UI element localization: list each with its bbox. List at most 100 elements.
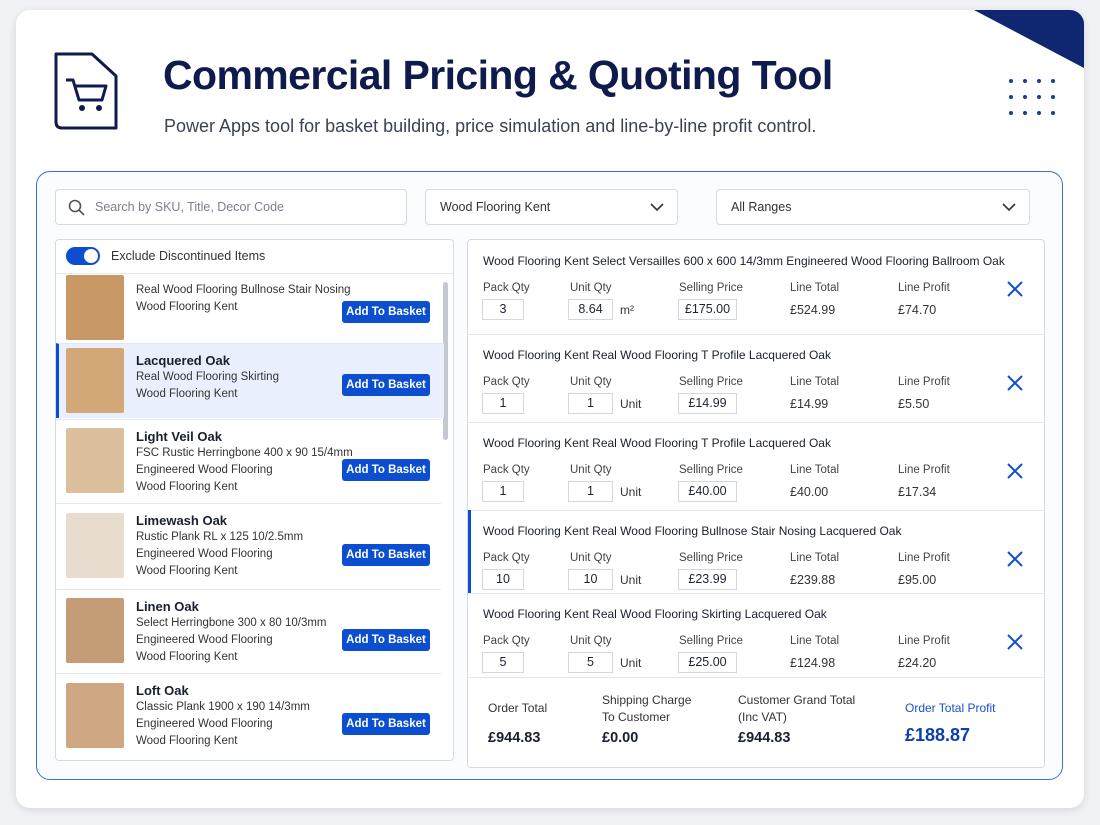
- column-label: Unit Qty: [570, 464, 612, 476]
- product-name: Lacquered Oak: [136, 353, 230, 368]
- unit: Unit: [620, 573, 642, 587]
- divider: [468, 510, 1044, 511]
- search-box[interactable]: Search by SKU, Title, Decor Code: [55, 189, 407, 225]
- item-title: Wood Flooring Kent Real Wood Flooring T …: [483, 348, 831, 362]
- toggle[interactable]: [66, 247, 100, 265]
- pack-qty-input[interactable]: 5: [482, 652, 524, 673]
- collection-dropdown[interactable]: All Ranges: [716, 189, 1030, 225]
- product-row[interactable]: [56, 503, 441, 588]
- unit-qty-input[interactable]: 5: [568, 652, 613, 673]
- selected-bar: [468, 510, 471, 593]
- column-label: Pack Qty: [483, 282, 530, 294]
- add-to-basket-button[interactable]: Add To Basket: [342, 629, 430, 651]
- add-to-basket-button[interactable]: Add To Basket: [342, 713, 430, 735]
- line-profit: £24.20: [898, 656, 937, 670]
- column-label: Line Total: [790, 282, 840, 294]
- product-row[interactable]: [56, 673, 441, 759]
- pack-qty-input[interactable]: 1: [482, 393, 524, 414]
- column-label: Selling Price: [679, 635, 743, 647]
- remove-button[interactable]: [1006, 633, 1024, 651]
- app-icon: [54, 52, 118, 130]
- product-detail: Rustic Plank RL x 125 10/2.5mm: [136, 531, 304, 543]
- totals-divider: [468, 677, 1044, 678]
- selling-price-input[interactable]: £25.00: [678, 652, 737, 673]
- product-name: Loft Oak: [136, 683, 189, 698]
- product-detail: Wood Flooring Kent: [136, 481, 238, 493]
- column-label: Line Total: [790, 376, 840, 388]
- selling-price-input[interactable]: £14.99: [678, 393, 737, 414]
- selling-price-input[interactable]: £40.00: [678, 481, 737, 502]
- column-label: Pack Qty: [483, 552, 530, 564]
- column-label: Pack Qty: [483, 376, 530, 388]
- range-value: Wood Flooring Kent: [440, 200, 551, 214]
- product-detail: Wood Flooring Kent: [136, 565, 238, 577]
- total-value: £0.00: [602, 730, 639, 746]
- toggle-knob: [84, 249, 98, 263]
- column-label: Line Total: [790, 635, 840, 647]
- product-thumbnail: [66, 427, 124, 493]
- divider: [468, 422, 1044, 423]
- line-profit: £17.34: [898, 485, 937, 499]
- range-dropdown[interactable]: Wood Flooring Kent: [425, 189, 678, 225]
- remove-button[interactable]: [1006, 462, 1024, 480]
- remove-button[interactable]: [1006, 374, 1024, 392]
- line-profit: £95.00: [898, 573, 937, 587]
- title: Commercial Pricing & Quoting Tool: [163, 52, 833, 98]
- scrollbar[interactable]: [443, 282, 448, 440]
- product-row[interactable]: [56, 419, 441, 502]
- add-to-basket-button[interactable]: Add To Basket: [342, 459, 430, 481]
- product-thumbnail: [66, 347, 124, 413]
- item-title: Wood Flooring Kent Real Wood Flooring T …: [483, 436, 831, 450]
- selling-price-input[interactable]: £23.99: [678, 569, 737, 590]
- pack-qty-input[interactable]: 3: [482, 299, 524, 320]
- product-thumbnail: [66, 597, 124, 663]
- chevron: [650, 203, 664, 212]
- toggle-label: Exclude Discontinued Items: [111, 249, 266, 263]
- total-label: Order Total: [488, 701, 548, 715]
- item-title: Wood Flooring Kent Real Wood Flooring Sk…: [483, 607, 827, 621]
- selling-price-input[interactable]: £175.00: [678, 299, 737, 320]
- product-detail: Real Wood Flooring Skirting: [136, 371, 279, 383]
- column-label: Unit Qty: [570, 635, 612, 647]
- pack-qty-input[interactable]: 1: [482, 481, 524, 502]
- column-label: Line Profit: [898, 282, 950, 294]
- column-label: Line Total: [790, 464, 840, 476]
- total-value: £944.83: [738, 730, 791, 746]
- add-to-basket-button[interactable]: Add To Basket: [342, 374, 430, 396]
- unit-qty-input[interactable]: 1: [568, 481, 613, 502]
- column-label: Unit Qty: [570, 376, 612, 388]
- product-row[interactable]: [56, 589, 441, 672]
- line-total: £239.88: [790, 573, 836, 587]
- unit: Unit: [620, 656, 642, 670]
- column-label: Selling Price: [679, 464, 743, 476]
- column-label: Pack Qty: [483, 464, 530, 476]
- column-label: Line Total: [790, 552, 840, 564]
- total-label: Customer Grand Total: [738, 693, 856, 707]
- unit-qty-input[interactable]: 1: [568, 393, 613, 414]
- unit-qty-input[interactable]: 8.64: [568, 299, 613, 320]
- divider: [468, 593, 1044, 594]
- column-label: Pack Qty: [483, 635, 530, 647]
- product-detail: Real Wood Flooring Bullnose Stair Nosing: [136, 284, 351, 296]
- remove-button[interactable]: [1006, 280, 1024, 298]
- product-detail: Wood Flooring Kent: [136, 735, 238, 747]
- line-total: £524.99: [790, 303, 836, 317]
- product-name: Light Veil Oak: [136, 429, 222, 444]
- add-to-basket-button[interactable]: Add To Basket: [342, 301, 430, 323]
- collection-value: All Ranges: [731, 200, 792, 214]
- line-total: £124.98: [790, 656, 836, 670]
- remove-button[interactable]: [1006, 550, 1024, 568]
- pack-qty-input[interactable]: 10: [482, 569, 524, 590]
- column-label: Line Profit: [898, 464, 950, 476]
- add-to-basket-button[interactable]: Add To Basket: [342, 544, 430, 566]
- column-label: Selling Price: [679, 552, 743, 564]
- unit-qty-input[interactable]: 10: [568, 569, 613, 590]
- product-detail: Select Herringbone 300 x 80 10/3mm: [136, 617, 327, 629]
- item-title: Wood Flooring Kent Select Versailles 600…: [483, 254, 1005, 268]
- column-label: Unit Qty: [570, 282, 612, 294]
- line-total: £40.00: [790, 485, 829, 499]
- item-title: Wood Flooring Kent Real Wood Flooring Bu…: [483, 524, 902, 538]
- product-detail: Wood Flooring Kent: [136, 388, 238, 400]
- search-placeholder: Search by SKU, Title, Decor Code: [95, 200, 284, 214]
